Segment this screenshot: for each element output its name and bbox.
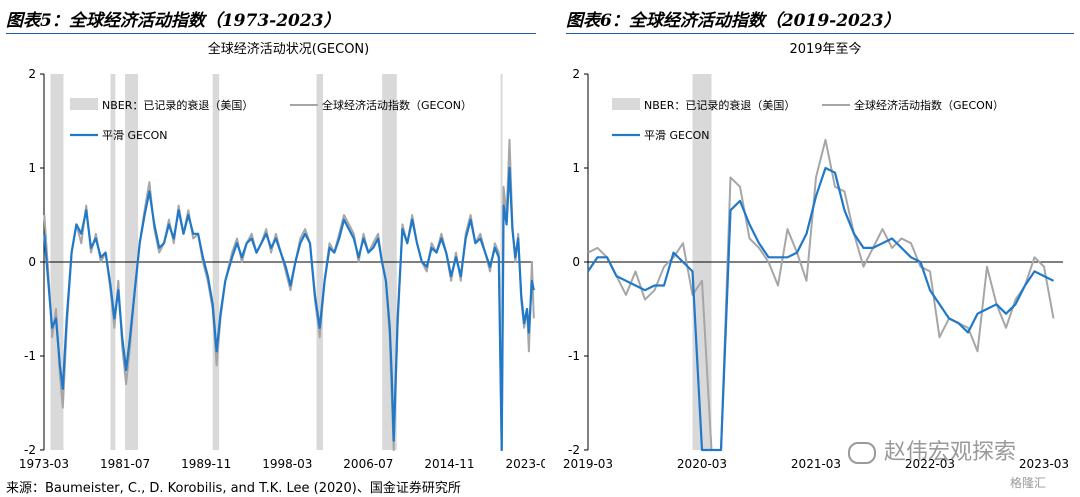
left-ytick-label: 2 [28, 67, 36, 81]
left-series-line-smoothed [43, 166, 535, 452]
right-ytick-label: -2 [568, 443, 580, 457]
left-legend-label-gecon: 全球经济活动指数（GECON） [322, 98, 472, 112]
right-figure-title: 图表6：全球经济活动指数（2019-2023） [566, 11, 901, 31]
left-xtick-label: 1998-03 [262, 457, 312, 471]
left-chart-title: 全球经济活动状况(GECON) [208, 41, 369, 57]
left-xtick-label: 2014-11 [424, 457, 474, 471]
wechat-icon [848, 442, 876, 464]
right-legend-swatch-recession [612, 98, 640, 110]
right-chart-title: 2019年至今 [789, 41, 861, 57]
watermark: 赵伟宏观探索 [848, 434, 1016, 466]
right-ytick-label: 1 [572, 161, 580, 175]
left-ytick-label: 1 [28, 161, 36, 175]
right-ytick-label: -1 [568, 349, 580, 363]
left-xtick-label: 1981-07 [100, 457, 150, 471]
left-figure-title: 图表5：全球经济活动指数（1973-2023） [6, 11, 341, 31]
right-series-line-smoothed [587, 166, 1054, 452]
left-ytick-label: 0 [28, 255, 36, 269]
left-title-rule [6, 33, 536, 34]
right-xtick-label: 2022-03 [905, 457, 955, 471]
left-legend-label-smoothed: 平滑 GECON [102, 129, 168, 142]
right-title-rule [566, 33, 1074, 34]
left-legend-swatch-recession [70, 98, 98, 110]
left-ytick-label: -2 [24, 443, 36, 457]
right-legend-label-gecon: 全球经济活动指数（GECON） [854, 98, 1004, 112]
brand-logo: 格隆汇 [1010, 476, 1047, 490]
right-legend-label-recession: NBER：已记录的衰退（美国） [644, 98, 795, 112]
right-ytick-label: 2 [572, 67, 580, 81]
left-ytick-label: -1 [24, 349, 36, 363]
left-xtick-label: 1973-03 [19, 457, 69, 471]
right-xtick-label: 2021-03 [791, 457, 841, 471]
left-xtick-label: 1989-11 [181, 457, 231, 471]
source-note: 来源：Baumeister, C., D. Korobilis, and T.K… [6, 481, 461, 496]
left-xtick-label: 2006-07 [343, 457, 393, 471]
right-xtick-label: 2023-03 [1019, 457, 1069, 471]
left-legend-label-recession: NBER：已记录的衰退（美国） [102, 98, 253, 112]
right-xtick-label: 2020-03 [677, 457, 727, 471]
left-xtick-label: 2023-03 [505, 457, 545, 471]
right-ytick-label: 0 [572, 255, 580, 269]
right-xtick-label: 2019-03 [563, 457, 613, 471]
watermark-text: 赵伟宏观探索 [884, 440, 1017, 465]
right-series-line-gecon [587, 138, 1055, 451]
right-legend-label-smoothed: 平滑 GECON [644, 129, 710, 142]
